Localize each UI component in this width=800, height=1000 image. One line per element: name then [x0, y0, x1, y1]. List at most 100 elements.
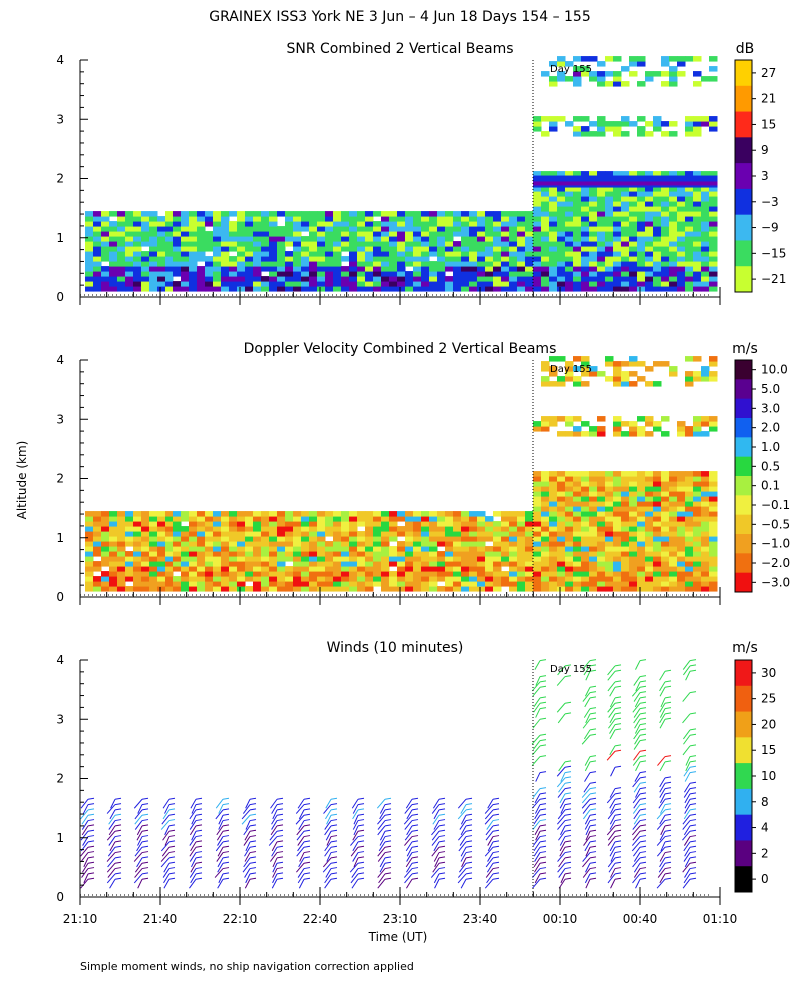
- heatmap-cell: [205, 586, 214, 592]
- wind-barb-flag: [465, 813, 473, 816]
- heatmap-cell: [261, 566, 270, 572]
- wind-barb-shaft: [556, 766, 566, 777]
- heatmap-cell: [709, 286, 718, 292]
- wind-barb-shaft: [585, 825, 591, 836]
- heatmap-cell: [693, 256, 702, 262]
- heatmap-cell: [165, 566, 174, 572]
- heatmap-cell: [637, 56, 646, 62]
- heatmap-cell: [581, 491, 590, 497]
- heatmap-cell: [605, 266, 614, 272]
- heatmap-cell: [589, 221, 598, 227]
- heatmap-cell: [277, 546, 286, 552]
- heatmap-cell: [597, 81, 606, 87]
- wind-barb-flag: [114, 851, 122, 854]
- heatmap-cell: [365, 246, 374, 252]
- heatmap-cell: [517, 266, 526, 272]
- heatmap-cell: [613, 286, 622, 292]
- heatmap-cell: [517, 531, 526, 537]
- wind-barb-shaft: [634, 772, 641, 782]
- heatmap-cell: [445, 536, 454, 542]
- heatmap-cell: [221, 531, 230, 537]
- wind-barb-flag: [492, 872, 500, 875]
- wind-barb-flag: [357, 803, 365, 806]
- heatmap-cell: [549, 61, 558, 67]
- heatmap-cell: [485, 286, 494, 292]
- heatmap-cell: [165, 241, 174, 247]
- wind-barb-flag: [639, 781, 647, 784]
- heatmap-cell: [293, 581, 302, 587]
- heatmap-cell: [205, 536, 214, 542]
- heatmap-cell: [445, 581, 454, 587]
- wind-barb-shaft: [431, 825, 440, 836]
- heatmap-cell: [357, 236, 366, 242]
- heatmap-cell: [629, 261, 638, 267]
- heatmap-cell: [613, 496, 622, 502]
- heatmap-cell: [253, 581, 262, 587]
- heatmap-cell: [637, 241, 646, 247]
- heatmap-cell: [333, 261, 342, 267]
- wind-barb-shaft: [406, 862, 413, 873]
- heatmap-cell: [149, 241, 158, 247]
- heatmap-cell: [101, 541, 110, 547]
- heatmap-cell: [429, 286, 438, 292]
- heatmap-cell: [621, 421, 630, 427]
- wind-barb-shaft: [434, 879, 440, 889]
- heatmap-cell: [541, 521, 550, 527]
- heatmap-cell: [709, 361, 718, 367]
- heatmap-cell: [677, 511, 686, 517]
- heatmap-cell: [133, 266, 142, 272]
- heatmap-cell: [325, 281, 334, 287]
- heatmap-cell: [437, 251, 446, 257]
- heatmap-cell: [229, 521, 238, 527]
- wind-barb-flag: [564, 872, 572, 875]
- heatmap-cell: [365, 271, 374, 277]
- heatmap-cell: [109, 511, 118, 517]
- wind-barb-shaft: [533, 862, 541, 873]
- heatmap-cell: [213, 241, 222, 247]
- wind-barb-shaft: [244, 846, 251, 857]
- heatmap-cell: [581, 236, 590, 242]
- heatmap-cell: [205, 541, 214, 547]
- heatmap-cell: [381, 226, 390, 232]
- heatmap-cell: [629, 501, 638, 507]
- heatmap-cell: [589, 501, 598, 507]
- heatmap-cell: [149, 516, 158, 522]
- heatmap-cell: [141, 271, 150, 277]
- heatmap-cell: [549, 506, 558, 512]
- heatmap-cell: [613, 281, 622, 287]
- wind-barb-flag: [384, 840, 392, 843]
- heatmap-cell: [565, 501, 574, 507]
- heatmap-cell: [325, 531, 334, 537]
- heatmap-cell: [141, 556, 150, 562]
- heatmap-cell: [533, 541, 542, 547]
- heatmap-cell: [605, 191, 614, 197]
- heatmap-cell: [541, 421, 550, 427]
- wind-barb-flag: [357, 797, 365, 800]
- wind-barb-flag: [614, 701, 622, 704]
- heatmap-cell: [253, 256, 262, 262]
- heatmap-cell: [413, 566, 422, 572]
- heatmap-cell: [613, 536, 622, 542]
- heatmap-cell: [549, 266, 558, 272]
- heatmap-cell: [181, 551, 190, 557]
- heatmap-cell: [573, 566, 582, 572]
- heatmap-cell: [125, 256, 134, 262]
- heatmap-cell: [453, 561, 462, 567]
- heatmap-cell: [181, 276, 190, 282]
- heatmap-cell: [693, 481, 702, 487]
- heatmap-cell: [685, 426, 694, 432]
- heatmap-cell: [701, 431, 710, 437]
- wind-barb-flag: [689, 664, 697, 667]
- heatmap-cell: [405, 551, 414, 557]
- heatmap-cell: [573, 286, 582, 292]
- heatmap-cell: [93, 546, 102, 552]
- heatmap-cell: [221, 581, 230, 587]
- heatmap-cell: [165, 581, 174, 587]
- heatmap-cell: [365, 216, 374, 222]
- heatmap-cell: [661, 531, 670, 537]
- heatmap-cell: [261, 276, 270, 282]
- wind-barb-flag: [87, 803, 95, 806]
- heatmap-cell: [613, 376, 622, 382]
- wind-barb-flag: [664, 797, 672, 800]
- heatmap-cell: [581, 516, 590, 522]
